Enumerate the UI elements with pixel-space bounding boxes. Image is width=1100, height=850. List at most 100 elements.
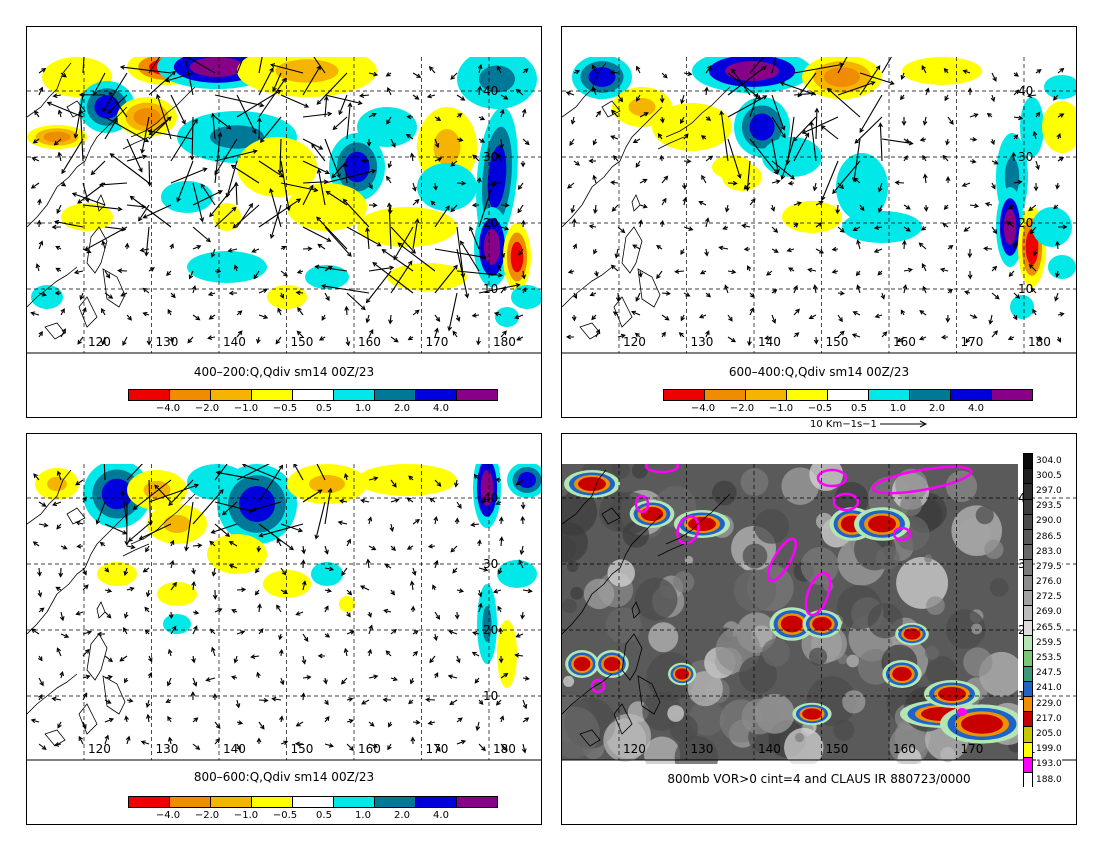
cold-cloud: [903, 628, 921, 640]
flux-vector: [296, 611, 304, 616]
flux-vector-head: [454, 482, 459, 488]
flux-vector-head: [611, 206, 617, 212]
flux-vector: [632, 244, 641, 250]
flux-vector-head: [405, 133, 411, 139]
flux-vector: [344, 648, 348, 657]
flux-vector: [236, 330, 243, 338]
colorbar-swatch: [169, 389, 211, 401]
flux-vector-head: [591, 64, 597, 70]
flux-vector: [302, 489, 322, 503]
flux-vector: [743, 182, 751, 190]
flux-vector-head: [144, 137, 150, 143]
colorbar-label: 2.0: [929, 403, 945, 414]
flux-vector-head: [345, 341, 351, 347]
flux-vector-head: [147, 129, 153, 134]
flux-vector: [727, 336, 736, 343]
shaded-contour: [275, 59, 339, 83]
flux-vector-head: [993, 160, 999, 165]
flux-vector-head: [347, 102, 353, 108]
flux-vector: [280, 589, 288, 594]
lon-label: 150: [291, 742, 314, 756]
flux-vector: [296, 330, 304, 338]
flux-vector-head: [206, 237, 211, 243]
ir-colorbar-row: 283.0: [1023, 544, 1075, 560]
ir-colorbar-row: 265.5: [1023, 620, 1075, 636]
flux-vector-head: [149, 267, 155, 272]
flux-vector: [522, 138, 530, 145]
flux-vector-head: [64, 633, 70, 638]
flux-vector-head: [567, 269, 573, 274]
flux-vector-head: [104, 567, 110, 573]
flux-vector-head: [138, 167, 143, 173]
flux-vector-head: [663, 175, 669, 181]
flux-vector: [727, 138, 741, 178]
flux-vector-head: [38, 86, 44, 92]
flux-vector-head: [237, 330, 243, 336]
flux-vector-head: [51, 696, 57, 702]
flux-vector: [683, 198, 687, 206]
flux-vector-head: [278, 464, 284, 470]
flux-vector: [522, 589, 532, 592]
flux-vector-head: [945, 176, 951, 181]
flux-vector: [515, 654, 524, 657]
flux-vector: [280, 160, 290, 211]
flux-vector-head: [169, 559, 175, 566]
flux-vector-head: [674, 269, 680, 274]
flux-vector: [517, 204, 524, 213]
flux-vector-head: [983, 246, 989, 252]
flux-vector-head: [217, 608, 223, 613]
lat-label: 40: [483, 84, 498, 98]
shaded-contour: [628, 98, 656, 116]
flux-vector-head: [192, 681, 198, 687]
flux-vector: [302, 160, 330, 174]
flux-vector: [1029, 264, 1037, 272]
flux-vector-head: [142, 567, 148, 573]
flux-vector: [964, 226, 971, 232]
flux-vector: [38, 523, 48, 527]
cloud-pixel: [741, 698, 778, 735]
flux-vector-head: [144, 629, 150, 635]
lon-label: 180: [1028, 335, 1051, 349]
flux-vector-head: [448, 630, 454, 635]
flux-vector-head: [295, 722, 301, 727]
flux-vector-head: [808, 314, 814, 320]
flux-vector-head: [750, 198, 756, 204]
flux-vector-head: [499, 143, 504, 149]
flux-vector-head: [498, 627, 504, 633]
divergence-field: [572, 49, 1076, 319]
flux-vector-head: [480, 115, 486, 121]
ir-colorbar-row: 229.0: [1023, 696, 1075, 712]
flux-vector-head: [252, 149, 258, 154]
flux-vector: [229, 564, 238, 569]
cloud-pixel: [833, 719, 855, 741]
flux-vector-head: [283, 271, 288, 277]
flux-vector: [101, 308, 106, 316]
flux-vector-head: [349, 630, 355, 635]
flux-vector-head: [471, 312, 477, 318]
flux-vector: [52, 501, 62, 506]
cloud-pixel: [684, 555, 694, 565]
ir-colorbar-row: 205.0: [1023, 726, 1075, 742]
flux-vector: [147, 714, 150, 723]
flux-vector-head: [1018, 115, 1024, 121]
flux-vector: [258, 67, 274, 96]
flux-vector: [214, 721, 221, 729]
flux-vector-head: [59, 671, 65, 677]
flux-vector: [31, 628, 40, 635]
cloud-pixel: [794, 732, 805, 743]
flux-vector: [449, 630, 458, 635]
flux-vector-head: [34, 110, 39, 116]
flux-vector-head: [470, 522, 476, 527]
flux-vector-head: [214, 170, 219, 176]
flux-vector-head: [450, 207, 456, 213]
cloud-pixel: [562, 598, 577, 614]
flux-vector-head: [257, 603, 262, 609]
flux-vector-head: [501, 286, 506, 292]
flux-vector-head: [269, 233, 275, 239]
flux-vector-head: [78, 92, 84, 98]
shaded-contour: [497, 560, 537, 588]
flux-vector-head: [642, 178, 648, 184]
flux-vector-head: [43, 522, 49, 528]
flux-vector-head: [1015, 294, 1021, 299]
shaded-contour: [94, 95, 120, 119]
